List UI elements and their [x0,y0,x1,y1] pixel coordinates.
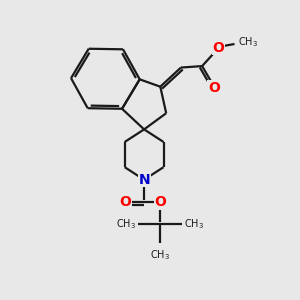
Text: CH$_3$: CH$_3$ [116,217,136,231]
Text: O: O [119,195,131,209]
Text: O: O [212,40,224,55]
Text: CH$_3$: CH$_3$ [150,248,170,262]
Text: CH$_3$: CH$_3$ [238,36,258,50]
Text: N: N [138,173,150,187]
Text: CH$_3$: CH$_3$ [184,217,205,231]
Text: O: O [208,81,220,95]
Text: O: O [154,195,166,209]
